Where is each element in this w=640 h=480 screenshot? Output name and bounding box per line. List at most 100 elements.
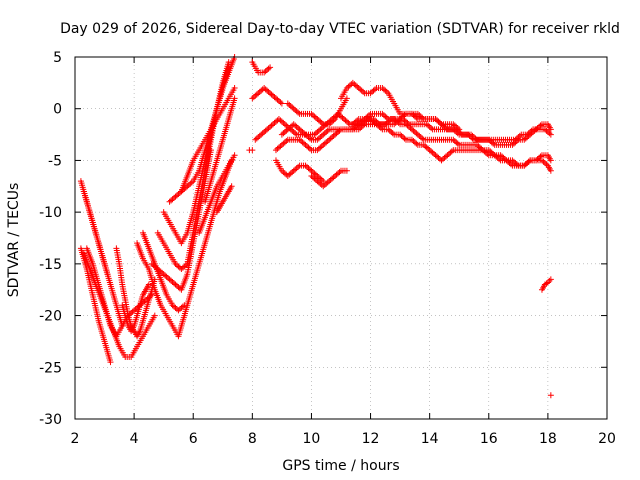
data-point <box>435 154 442 161</box>
data-point <box>280 130 287 137</box>
data-point <box>317 126 324 133</box>
data-point <box>153 264 160 271</box>
data-point <box>527 131 534 138</box>
data-point <box>287 103 294 110</box>
data-point <box>289 169 296 176</box>
data-point <box>252 92 259 99</box>
y-tick-label: -10 <box>39 205 62 221</box>
data-point <box>171 280 178 287</box>
data-point <box>425 145 432 152</box>
data-point <box>287 123 294 130</box>
data-point <box>434 153 441 160</box>
data-point <box>302 131 309 138</box>
data-point <box>272 147 279 154</box>
data-point <box>176 189 183 196</box>
data-point <box>404 122 411 129</box>
data-point <box>417 113 424 120</box>
data-point <box>541 126 548 133</box>
data-point <box>376 123 383 130</box>
data-point <box>255 134 262 141</box>
data-point <box>290 105 297 112</box>
data-point <box>301 130 308 137</box>
x-tick-label: 12 <box>362 431 380 447</box>
data-point <box>281 139 288 146</box>
data-point <box>528 130 535 137</box>
x-axis-label: GPS time / hours <box>282 458 399 474</box>
data-point <box>453 139 460 146</box>
data-point <box>438 157 445 164</box>
data-point <box>293 108 300 115</box>
data-point <box>423 121 430 128</box>
data-point <box>414 110 421 117</box>
data-point <box>283 127 290 134</box>
data-point <box>329 118 336 125</box>
data-point <box>444 152 451 159</box>
data-point <box>154 266 161 273</box>
data-point <box>327 119 334 126</box>
data-point <box>541 160 548 167</box>
data-point <box>547 276 554 283</box>
data-point <box>450 136 457 143</box>
data-point <box>428 148 435 155</box>
data-point <box>277 99 284 106</box>
data-point <box>262 68 269 75</box>
y-axis-label: SDTVAR / TECUs <box>6 183 22 298</box>
x-tick-label: 18 <box>539 431 557 447</box>
series-track-v <box>272 121 554 174</box>
data-point <box>398 114 405 121</box>
data-point <box>332 172 339 179</box>
data-point <box>468 131 475 138</box>
data-point <box>284 172 291 179</box>
data-point <box>315 127 322 134</box>
chart-title: Day 029 of 2026, Sidereal Day-to-day VTE… <box>60 21 620 37</box>
data-point <box>175 263 182 270</box>
data-point <box>261 85 268 92</box>
data-point <box>329 134 336 141</box>
data-point <box>145 281 152 288</box>
data-point <box>274 96 281 103</box>
data-point <box>355 85 362 92</box>
data-point <box>318 125 325 132</box>
data-point <box>369 117 376 124</box>
data-point <box>179 264 186 271</box>
data-point <box>272 95 279 102</box>
data-point <box>162 272 169 279</box>
data-point <box>286 125 293 132</box>
data-point <box>283 138 290 145</box>
data-point <box>268 91 275 98</box>
data-point <box>259 130 266 137</box>
data-point <box>324 179 331 186</box>
data-point <box>315 145 322 152</box>
data-point <box>309 169 316 176</box>
data-point <box>171 194 178 201</box>
data-point <box>487 138 494 145</box>
data-point <box>264 66 271 73</box>
data-point <box>175 307 182 314</box>
data-point <box>225 59 232 66</box>
data-point <box>547 167 554 174</box>
data-point <box>385 126 392 133</box>
data-point <box>292 122 299 129</box>
data-point <box>351 81 358 88</box>
data-point <box>160 271 167 278</box>
data-point <box>422 143 429 150</box>
data-point <box>342 117 349 124</box>
data-point <box>306 135 313 142</box>
data-point <box>264 87 271 94</box>
x-tick-label: 16 <box>480 431 498 447</box>
data-point <box>107 359 114 366</box>
data-point <box>171 303 178 310</box>
data-point <box>151 312 158 319</box>
y-tick-label: -20 <box>39 309 62 325</box>
data-point <box>250 94 257 101</box>
data-point <box>509 141 516 148</box>
data-point <box>547 157 554 164</box>
data-point <box>423 144 430 151</box>
data-point <box>296 126 303 133</box>
series-track-n <box>178 85 238 195</box>
data-point <box>306 145 313 152</box>
series-track-ac <box>538 276 554 293</box>
data-point <box>315 117 322 124</box>
data-point <box>358 87 365 94</box>
data-point <box>265 125 272 132</box>
